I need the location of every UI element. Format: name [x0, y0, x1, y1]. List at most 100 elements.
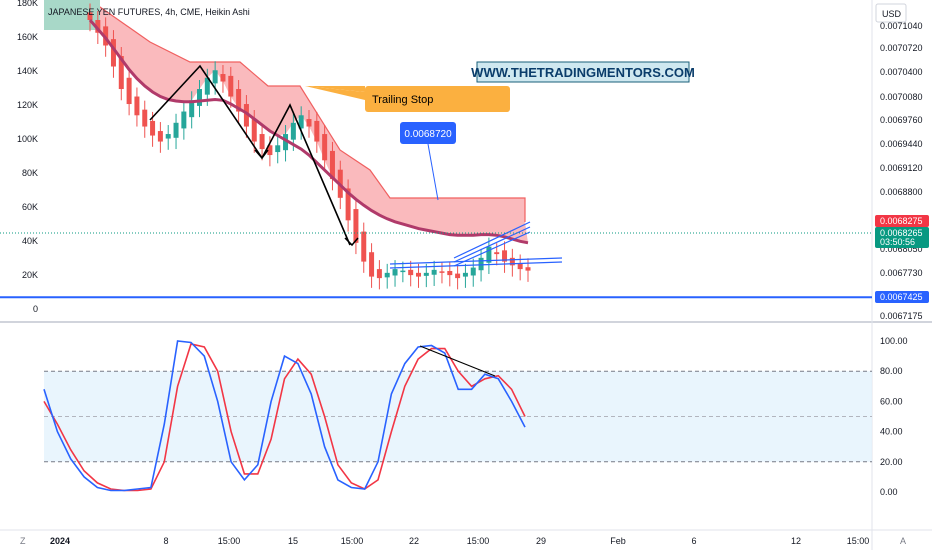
volume-tick-label: 120K	[17, 100, 38, 110]
candle-body	[353, 209, 359, 243]
candle-body	[439, 271, 445, 273]
time-tick-label: 12	[791, 536, 801, 546]
axis-right-letter[interactable]: A	[900, 536, 906, 546]
divergence-line[interactable]	[419, 345, 496, 377]
symbol-title[interactable]: JAPANESE YEN FUTURES, 4h, CME, Heikin As…	[48, 7, 250, 17]
candle	[369, 243, 375, 288]
volume-tick-label: 0	[33, 304, 38, 314]
candle	[87, 3, 93, 32]
candle-body	[322, 134, 328, 161]
candle	[157, 122, 163, 153]
price-tick-label: 0.0067730	[880, 268, 923, 278]
candle	[423, 263, 429, 288]
price-callout[interactable]: 0.0068720	[400, 122, 456, 201]
candle	[408, 260, 414, 287]
candle	[517, 254, 523, 281]
price-callout-label: 0.0068720	[404, 129, 452, 140]
trailing-stop-callout[interactable]: Trailing Stop	[305, 86, 510, 112]
time-tick-label: 8	[163, 536, 168, 546]
volume-tick-label: 160K	[17, 32, 38, 42]
stochastic-tick-label: 100.00	[880, 336, 908, 346]
candle-body	[243, 104, 249, 127]
candle	[470, 258, 476, 287]
candle	[228, 66, 234, 108]
candle	[110, 30, 116, 78]
candle	[181, 102, 187, 140]
time-tick-label: 15:00	[218, 536, 241, 546]
candle	[236, 80, 242, 123]
zigzag-arrow	[254, 149, 269, 160]
volume-tick-label: 20K	[22, 270, 38, 280]
candle-body	[173, 122, 179, 138]
candle	[165, 125, 171, 150]
candle-body	[525, 267, 531, 271]
time-tick-label: 29	[536, 536, 546, 546]
candle-body	[157, 131, 163, 142]
candle-body	[275, 145, 281, 153]
candle-body	[376, 269, 382, 279]
candle-body	[345, 188, 351, 221]
candle-body	[329, 150, 335, 180]
stochastic-tick-label: 60.00	[880, 396, 903, 406]
candle-body	[267, 145, 273, 156]
moving-average-line	[88, 19, 529, 245]
candle	[126, 68, 132, 116]
price-tick-label: 0.0069440	[880, 139, 923, 149]
candle	[267, 136, 273, 167]
candle-body	[455, 273, 461, 279]
price-tick-label: 0.0069120	[880, 163, 923, 173]
candle	[283, 125, 289, 162]
candle-body	[95, 19, 101, 33]
candle-body	[361, 231, 367, 262]
candle	[502, 241, 508, 273]
candle	[400, 261, 406, 283]
price-badge: 0.0068275	[875, 215, 929, 227]
axis-left-letter[interactable]: Z	[20, 536, 26, 546]
time-tick-label: 15	[288, 536, 298, 546]
candle-body	[298, 115, 304, 129]
volume-tick-label: 100K	[17, 134, 38, 144]
candle	[509, 248, 515, 277]
time-axis[interactable]: 2024 8 15:00 15 15:00 22 15:00 29 Feb 6 12 15:00	[50, 536, 869, 546]
candle-body	[462, 272, 468, 277]
candle-body	[228, 75, 234, 97]
candle-body	[283, 134, 289, 151]
candle	[392, 260, 398, 287]
time-tick-label: 15:00	[847, 536, 870, 546]
price-tick-label: 0.0068800	[880, 187, 923, 197]
candle-body	[126, 77, 132, 105]
price-badge-label: 03:50:56	[880, 237, 915, 247]
volume-tick-label: 180K	[17, 0, 38, 8]
candle	[322, 125, 328, 172]
candle-body	[392, 269, 398, 276]
candle	[416, 263, 421, 288]
volume-tick-label: 140K	[17, 66, 38, 76]
candle-body	[87, 12, 93, 20]
candle	[329, 141, 335, 191]
candle	[220, 65, 226, 93]
candle-body	[204, 77, 210, 95]
currency-button[interactable]: USD	[875, 3, 907, 23]
candle-body	[189, 100, 195, 118]
candle-body	[314, 120, 320, 142]
candle	[189, 91, 195, 129]
time-tick-label: 15:00	[341, 536, 364, 546]
candle-body	[369, 252, 375, 277]
price-badge-label: 0.0068265	[880, 228, 923, 238]
time-tick-label: 22	[409, 536, 419, 546]
candle	[173, 113, 179, 150]
support-channel[interactable]	[389, 221, 563, 269]
price-axis[interactable]: 0.0071040 0.0070720 0.0070400 0.0070080 0.00…	[880, 21, 923, 321]
candle-body	[486, 246, 492, 263]
candle-body	[236, 89, 242, 112]
trailing-stop-line	[89, 0, 526, 222]
candle-body	[197, 89, 202, 106]
price-badge: 03:50:56	[875, 236, 929, 248]
candle	[197, 80, 202, 118]
candle	[455, 264, 461, 290]
price-tick-label: 0.0069760	[880, 115, 923, 125]
candle-body	[251, 119, 257, 142]
candle	[353, 200, 359, 255]
